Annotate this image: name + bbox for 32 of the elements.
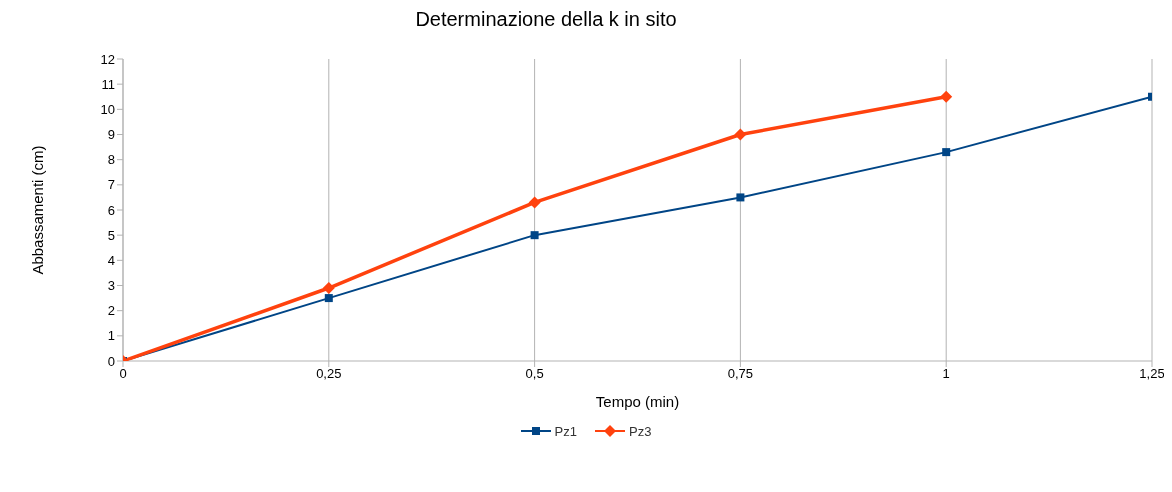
x-tick-label: 1 xyxy=(942,366,950,382)
point xyxy=(942,148,951,157)
y-tick-label: 8 xyxy=(107,152,115,168)
x-tick-label: 0,5 xyxy=(525,366,544,382)
x-tick-label: 1,25 xyxy=(1139,366,1165,382)
y-tick-label: 5 xyxy=(107,227,115,243)
x-axis-title: Tempo (min) xyxy=(595,393,680,410)
y-tick-label: 2 xyxy=(107,303,115,319)
y-tick-label: 4 xyxy=(107,252,115,268)
y-tick-label: 7 xyxy=(107,177,115,193)
point xyxy=(736,193,745,202)
point xyxy=(324,294,333,303)
x-tick-label: 0,25 xyxy=(316,366,342,382)
y-tick-label: 10 xyxy=(100,101,115,117)
y-tick-label: 12 xyxy=(100,51,115,67)
y-tick-label: 9 xyxy=(107,127,115,143)
y-tick-label: 11 xyxy=(101,76,115,92)
y-axis-title: Abbassamenti (cm) xyxy=(29,145,47,275)
legend-label: Pz1 xyxy=(554,423,577,439)
x-tick-label: 0 xyxy=(119,366,127,382)
legend-label: Pz3 xyxy=(629,423,652,439)
y-tick-label: 1 xyxy=(107,328,115,344)
y-tick-label: 6 xyxy=(107,202,115,218)
point xyxy=(940,90,953,103)
chart-title: Determinazione della k in sito xyxy=(414,8,678,31)
y-tick-label: 3 xyxy=(107,278,115,294)
point xyxy=(530,231,539,240)
y-tick-label: 0 xyxy=(107,353,115,369)
point xyxy=(322,282,335,295)
x-tick-label: 0,75 xyxy=(727,366,754,382)
point xyxy=(734,128,747,141)
point xyxy=(528,196,541,209)
